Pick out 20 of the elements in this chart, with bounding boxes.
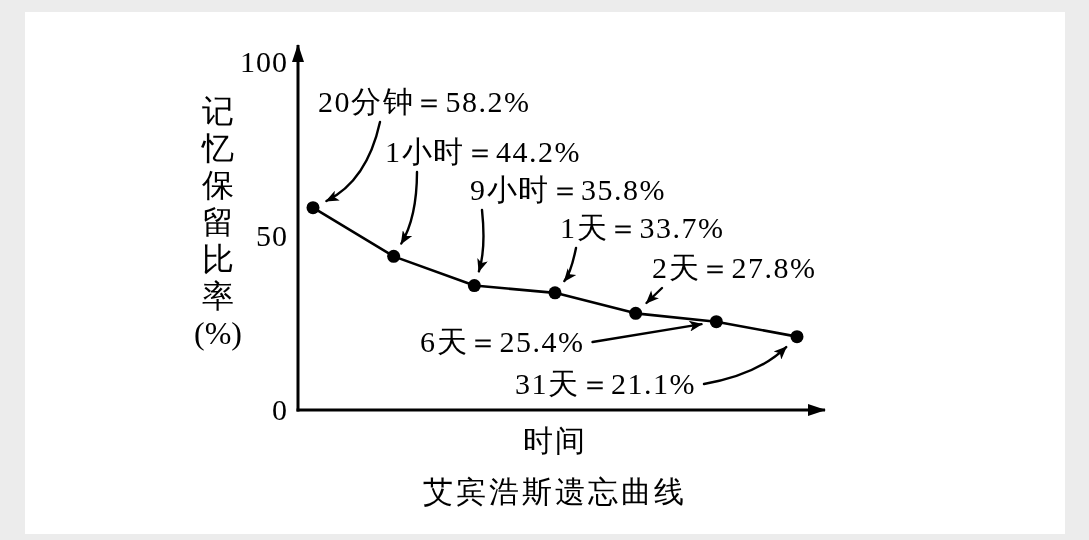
annotation: 20分钟＝58.2% — [318, 85, 531, 118]
y-axis-title: 记忆保留比率(%) — [194, 93, 242, 351]
y-tick-label: 50 — [256, 219, 288, 253]
point — [548, 286, 562, 300]
point — [387, 249, 401, 263]
x-axis-title: 时间 — [523, 424, 587, 457]
annotation: 1天＝33.7% — [560, 211, 725, 244]
annotation: 31天＝21.1% — [515, 367, 696, 400]
point — [629, 306, 643, 320]
point — [306, 201, 320, 215]
annotation: 6天＝25.4% — [420, 325, 585, 358]
point — [709, 315, 723, 329]
point — [467, 279, 481, 293]
annotation: 2天＝27.8% — [652, 251, 817, 284]
y-tick-label: 0 — [272, 393, 288, 426]
text: 艾宾浩斯遗忘曲线 — [423, 475, 687, 508]
point — [790, 330, 804, 344]
annotation: 9小时＝35.8% — [470, 173, 666, 206]
y-tick-label: 100 — [240, 45, 288, 79]
annotation: 1小时＝44.2% — [385, 135, 581, 168]
